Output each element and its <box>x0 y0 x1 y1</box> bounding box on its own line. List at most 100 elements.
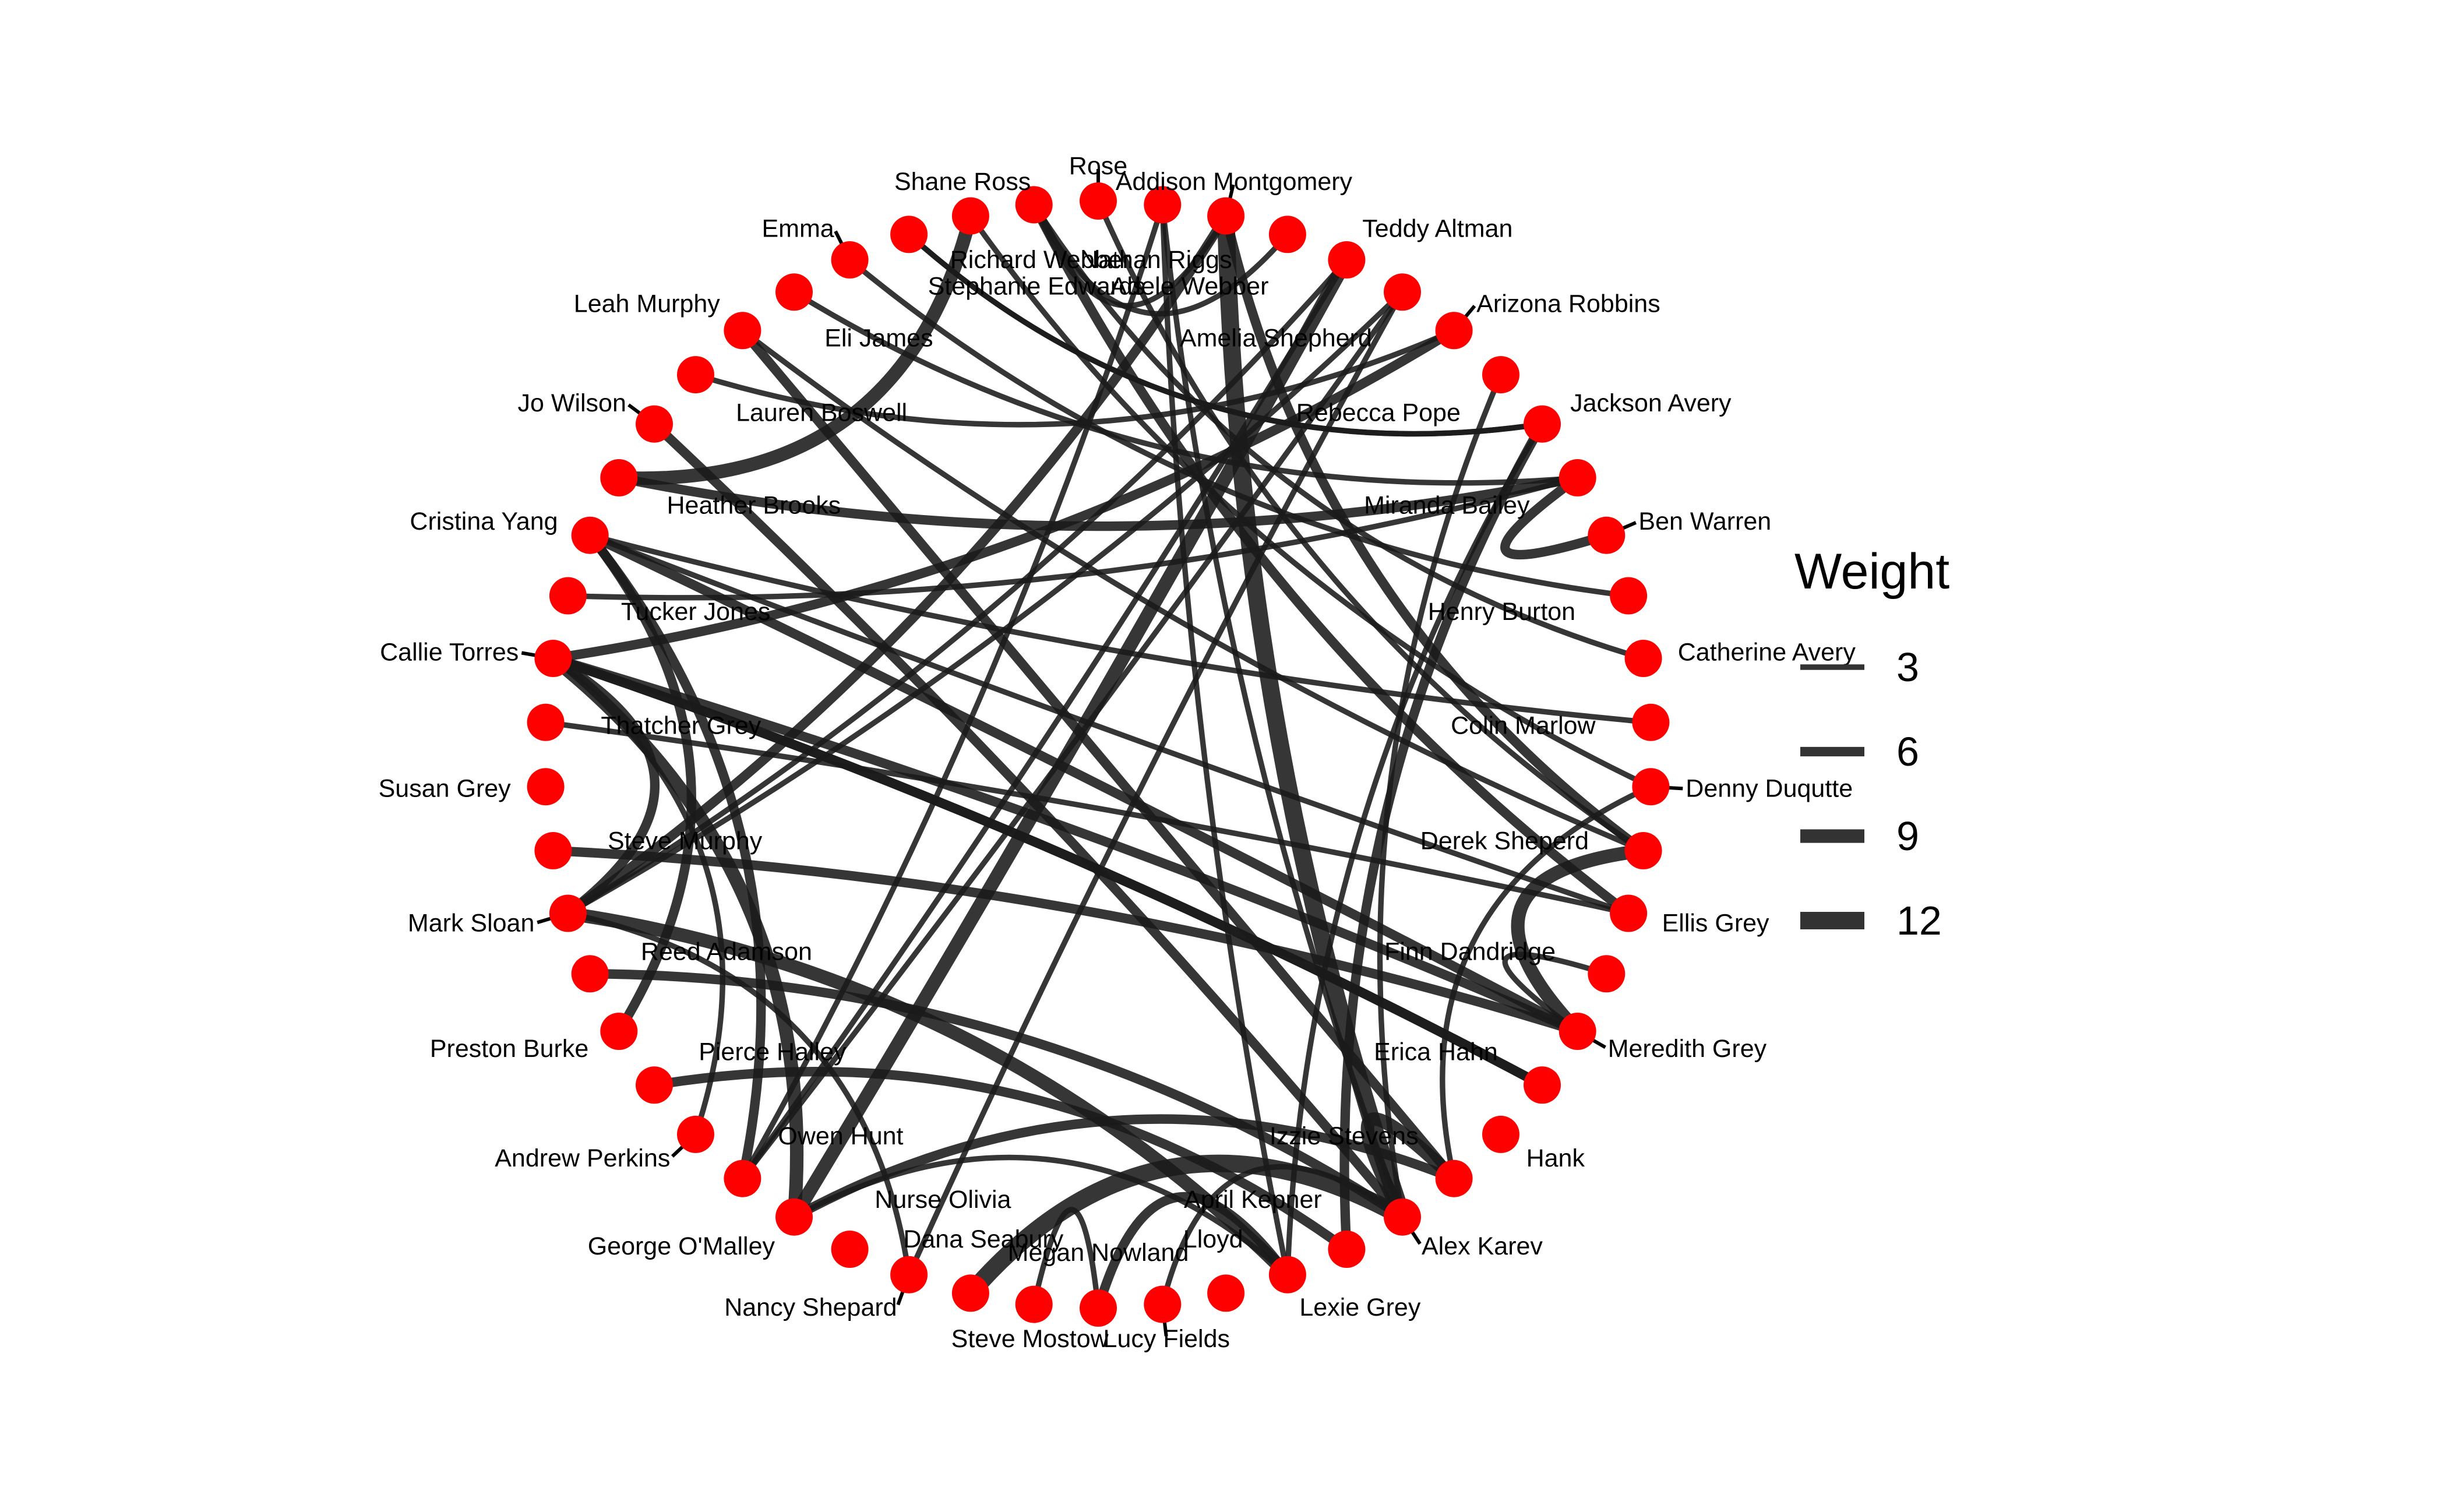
legend-label-9: 9 <box>1896 813 1919 859</box>
node-erica-hahn <box>1524 1066 1561 1104</box>
node-label-derek-sheperd: Derek Sheperd <box>1420 827 1589 855</box>
node-susan-grey <box>527 768 565 806</box>
node-label-izzie-stevens: Izzie Stevens <box>1270 1122 1419 1150</box>
node-izzie-stevens <box>1435 1159 1473 1197</box>
node-label-george-o-malley: George O'Malley <box>588 1232 775 1260</box>
edge-callie-torres-erica-hahn <box>548 653 1547 1090</box>
node-label-denny-duqutte: Denny Duqutte <box>1686 775 1853 803</box>
node-nurse-olivia <box>831 1231 869 1268</box>
node-derek-sheperd <box>1624 832 1662 869</box>
node-george-o-malley <box>775 1198 813 1236</box>
node-label-hank: Hank <box>1526 1144 1585 1172</box>
node-label-nathan-riggs: Nathan Riggs <box>1080 246 1232 274</box>
legend-label-3: 3 <box>1896 644 1919 690</box>
edge-mark-sloan-amelia-shepherd <box>565 289 1405 917</box>
node-leah-murphy <box>724 312 761 350</box>
node-emma <box>831 241 869 279</box>
node-adele-webber <box>1268 216 1306 253</box>
node-label-shane-ross: Shane Ross <box>894 168 1031 196</box>
node-miranda-bailey <box>1559 459 1596 496</box>
node-april-kepner <box>1328 1231 1366 1268</box>
edge-alex-karev-izzie-stevens <box>1360 1112 1461 1224</box>
edge-derek-sheperd-meredith-grey <box>1511 844 1651 1038</box>
node-label-reed-adamson: Reed Adamson <box>641 938 812 966</box>
edge-alex-karev-jo-wilson <box>649 419 1408 1222</box>
node-reed-adamson <box>571 955 609 993</box>
edge-jackson-avery-lexie-grey <box>1285 421 1545 1278</box>
node-nathan-riggs <box>1144 186 1182 224</box>
node-thatcher-grey <box>527 703 565 741</box>
node-label-lloyd: Lloyd <box>1183 1225 1243 1253</box>
node-label-emma: Emma <box>761 214 834 242</box>
node-shane-ross <box>951 197 989 235</box>
node-lloyd <box>1207 1274 1245 1312</box>
node-dana-seabury <box>951 1274 989 1312</box>
node-label-finn-dandridge: Finn Dandridge <box>1384 938 1556 966</box>
legend-label-6: 6 <box>1896 729 1919 774</box>
node-label-miranda-bailey: Miranda Bailey <box>1364 492 1530 520</box>
node-henry-burton <box>1610 577 1648 615</box>
edge-george-o-malley-izzie-stevens <box>789 1114 1459 1222</box>
node-label-stephanie-edwards: Stephanie Edwards <box>928 273 1145 301</box>
node-tucker-jones <box>549 577 587 615</box>
legend-items: 3 6 9 12 <box>1800 644 1942 943</box>
legend-item-9: 9 <box>1800 813 1919 859</box>
edge-heather-brooks-miranda-bailey <box>614 473 1582 531</box>
edge-nathan-riggs-lexie-grey <box>1159 202 1291 1278</box>
node-catherine-avery <box>1624 640 1662 677</box>
edge-henry-burton-emma <box>847 257 1631 599</box>
edge-addison-montgomery-derek-sheperd <box>1221 211 1648 856</box>
node-label-jackson-avery: Jackson Avery <box>1570 389 1732 417</box>
node-label-erica-hahn: Erica Hahn <box>1374 1038 1498 1066</box>
edge-mark-sloan-callie-torres <box>548 653 660 918</box>
node-label-arizona-robbins: Arizona Robbins <box>1476 290 1660 318</box>
node-label-nurse-olivia: Nurse Olivia <box>875 1186 1011 1214</box>
edge-meredith-grey-callie-torres <box>548 653 1582 1037</box>
node-ben-warren <box>1588 516 1626 554</box>
node-steve-murphy <box>534 832 572 869</box>
node-label-rose: Rose <box>1069 152 1127 180</box>
edge-derek-sheperd-leah-murphy <box>739 327 1646 854</box>
legend: Weight 3 6 9 12 <box>1794 544 1949 943</box>
edge-meredith-grey-steve-murphy <box>548 845 1582 1037</box>
node-richard-webber <box>1015 186 1053 224</box>
node-label-thatcher-grey: Thatcher Grey <box>601 711 761 739</box>
node-label-ben-warren: Ben Warren <box>1638 507 1771 535</box>
node-jo-wilson <box>636 405 673 443</box>
node-preston-burke <box>600 1013 638 1050</box>
node-meredith-grey <box>1559 1013 1596 1050</box>
node-layer <box>527 182 1670 1327</box>
edge-colin-marlow-cristina-yang <box>587 533 1654 725</box>
node-nancy-shepard <box>890 1256 928 1294</box>
edge-andrew-perkins-callie-torres <box>550 655 726 1137</box>
node-label-steve-mostow: Steve Mostow <box>951 1325 1109 1353</box>
node-label-henry-burton: Henry Burton <box>1428 598 1575 626</box>
node-label-amelia-shepherd: Amelia Shepherd <box>1180 325 1372 353</box>
node-label-rebecca-pope: Rebecca Pope <box>1296 399 1461 427</box>
node-label-andrew-perkins: Andrew Perkins <box>495 1144 670 1172</box>
node-finn-dandridge <box>1588 955 1626 993</box>
node-owen-hunt <box>724 1159 761 1197</box>
edge-cristina-yang-owen-hunt <box>585 530 766 1183</box>
node-label-addison-montgomery: Addison Montgomery <box>1116 168 1353 196</box>
node-label-lucy-fields: Lucy Fields <box>1103 1325 1230 1353</box>
node-label-catherine-avery: Catherine Avery <box>1678 639 1856 667</box>
legend-label-12: 12 <box>1896 898 1942 943</box>
node-callie-torres <box>534 640 572 677</box>
node-lexie-grey <box>1268 1256 1306 1294</box>
node-label-dana-seabury: Dana Seabury <box>903 1225 1063 1253</box>
edge-miranda-bailey-ben-warren <box>1500 473 1612 560</box>
node-label-april-kepner: April Kepner <box>1184 1186 1322 1214</box>
node-stephanie-edwards <box>890 216 928 253</box>
node-label-callie-torres: Callie Torres <box>380 639 519 667</box>
node-arizona-robbins <box>1435 312 1473 350</box>
node-megan-nowland <box>1080 1289 1117 1327</box>
label-layer: Addison Montgomery Adele Webber Teddy Altm… <box>379 152 1856 1353</box>
node-label-cristina-yang: Cristina Yang <box>410 507 558 535</box>
legend-item-6: 6 <box>1800 729 1919 774</box>
node-label-lauren-boswell: Lauren Boswell <box>736 399 907 427</box>
edge-catherine-avery-richard-webber <box>1031 202 1646 661</box>
edge-layer <box>542 198 1654 1313</box>
node-addison-montgomery <box>1207 197 1245 235</box>
edge-meredith-grey-cristina-yang <box>585 530 1582 1037</box>
